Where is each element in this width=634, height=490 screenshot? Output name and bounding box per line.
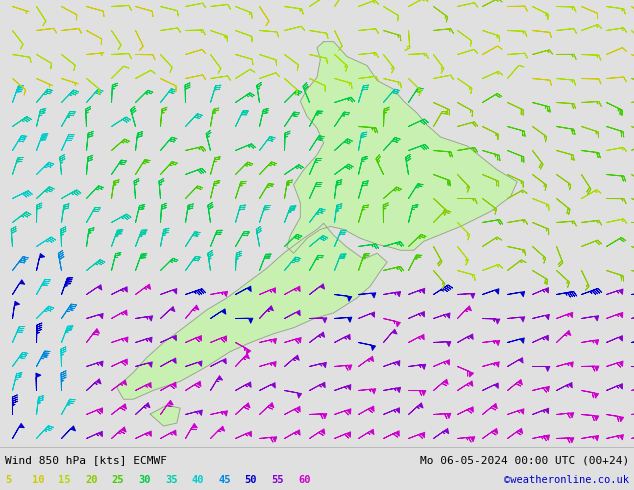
Text: 20: 20 (85, 475, 98, 485)
Text: 40: 40 (191, 475, 204, 485)
Text: 15: 15 (58, 475, 71, 485)
Text: 50: 50 (245, 475, 257, 485)
Text: 35: 35 (165, 475, 178, 485)
Text: Mo 06-05-2024 00:00 UTC (00+24): Mo 06-05-2024 00:00 UTC (00+24) (420, 456, 629, 466)
Text: 55: 55 (271, 475, 284, 485)
Text: Wind 850 hPa [kts] ECMWF: Wind 850 hPa [kts] ECMWF (5, 456, 167, 466)
Text: 10: 10 (32, 475, 44, 485)
Text: ©weatheronline.co.uk: ©weatheronline.co.uk (504, 475, 629, 485)
Polygon shape (117, 223, 387, 399)
Text: 25: 25 (112, 475, 124, 485)
Text: 5: 5 (5, 475, 11, 485)
Text: 30: 30 (138, 475, 151, 485)
Text: 60: 60 (298, 475, 311, 485)
Text: 45: 45 (218, 475, 231, 485)
Polygon shape (287, 42, 517, 253)
Polygon shape (150, 405, 180, 426)
